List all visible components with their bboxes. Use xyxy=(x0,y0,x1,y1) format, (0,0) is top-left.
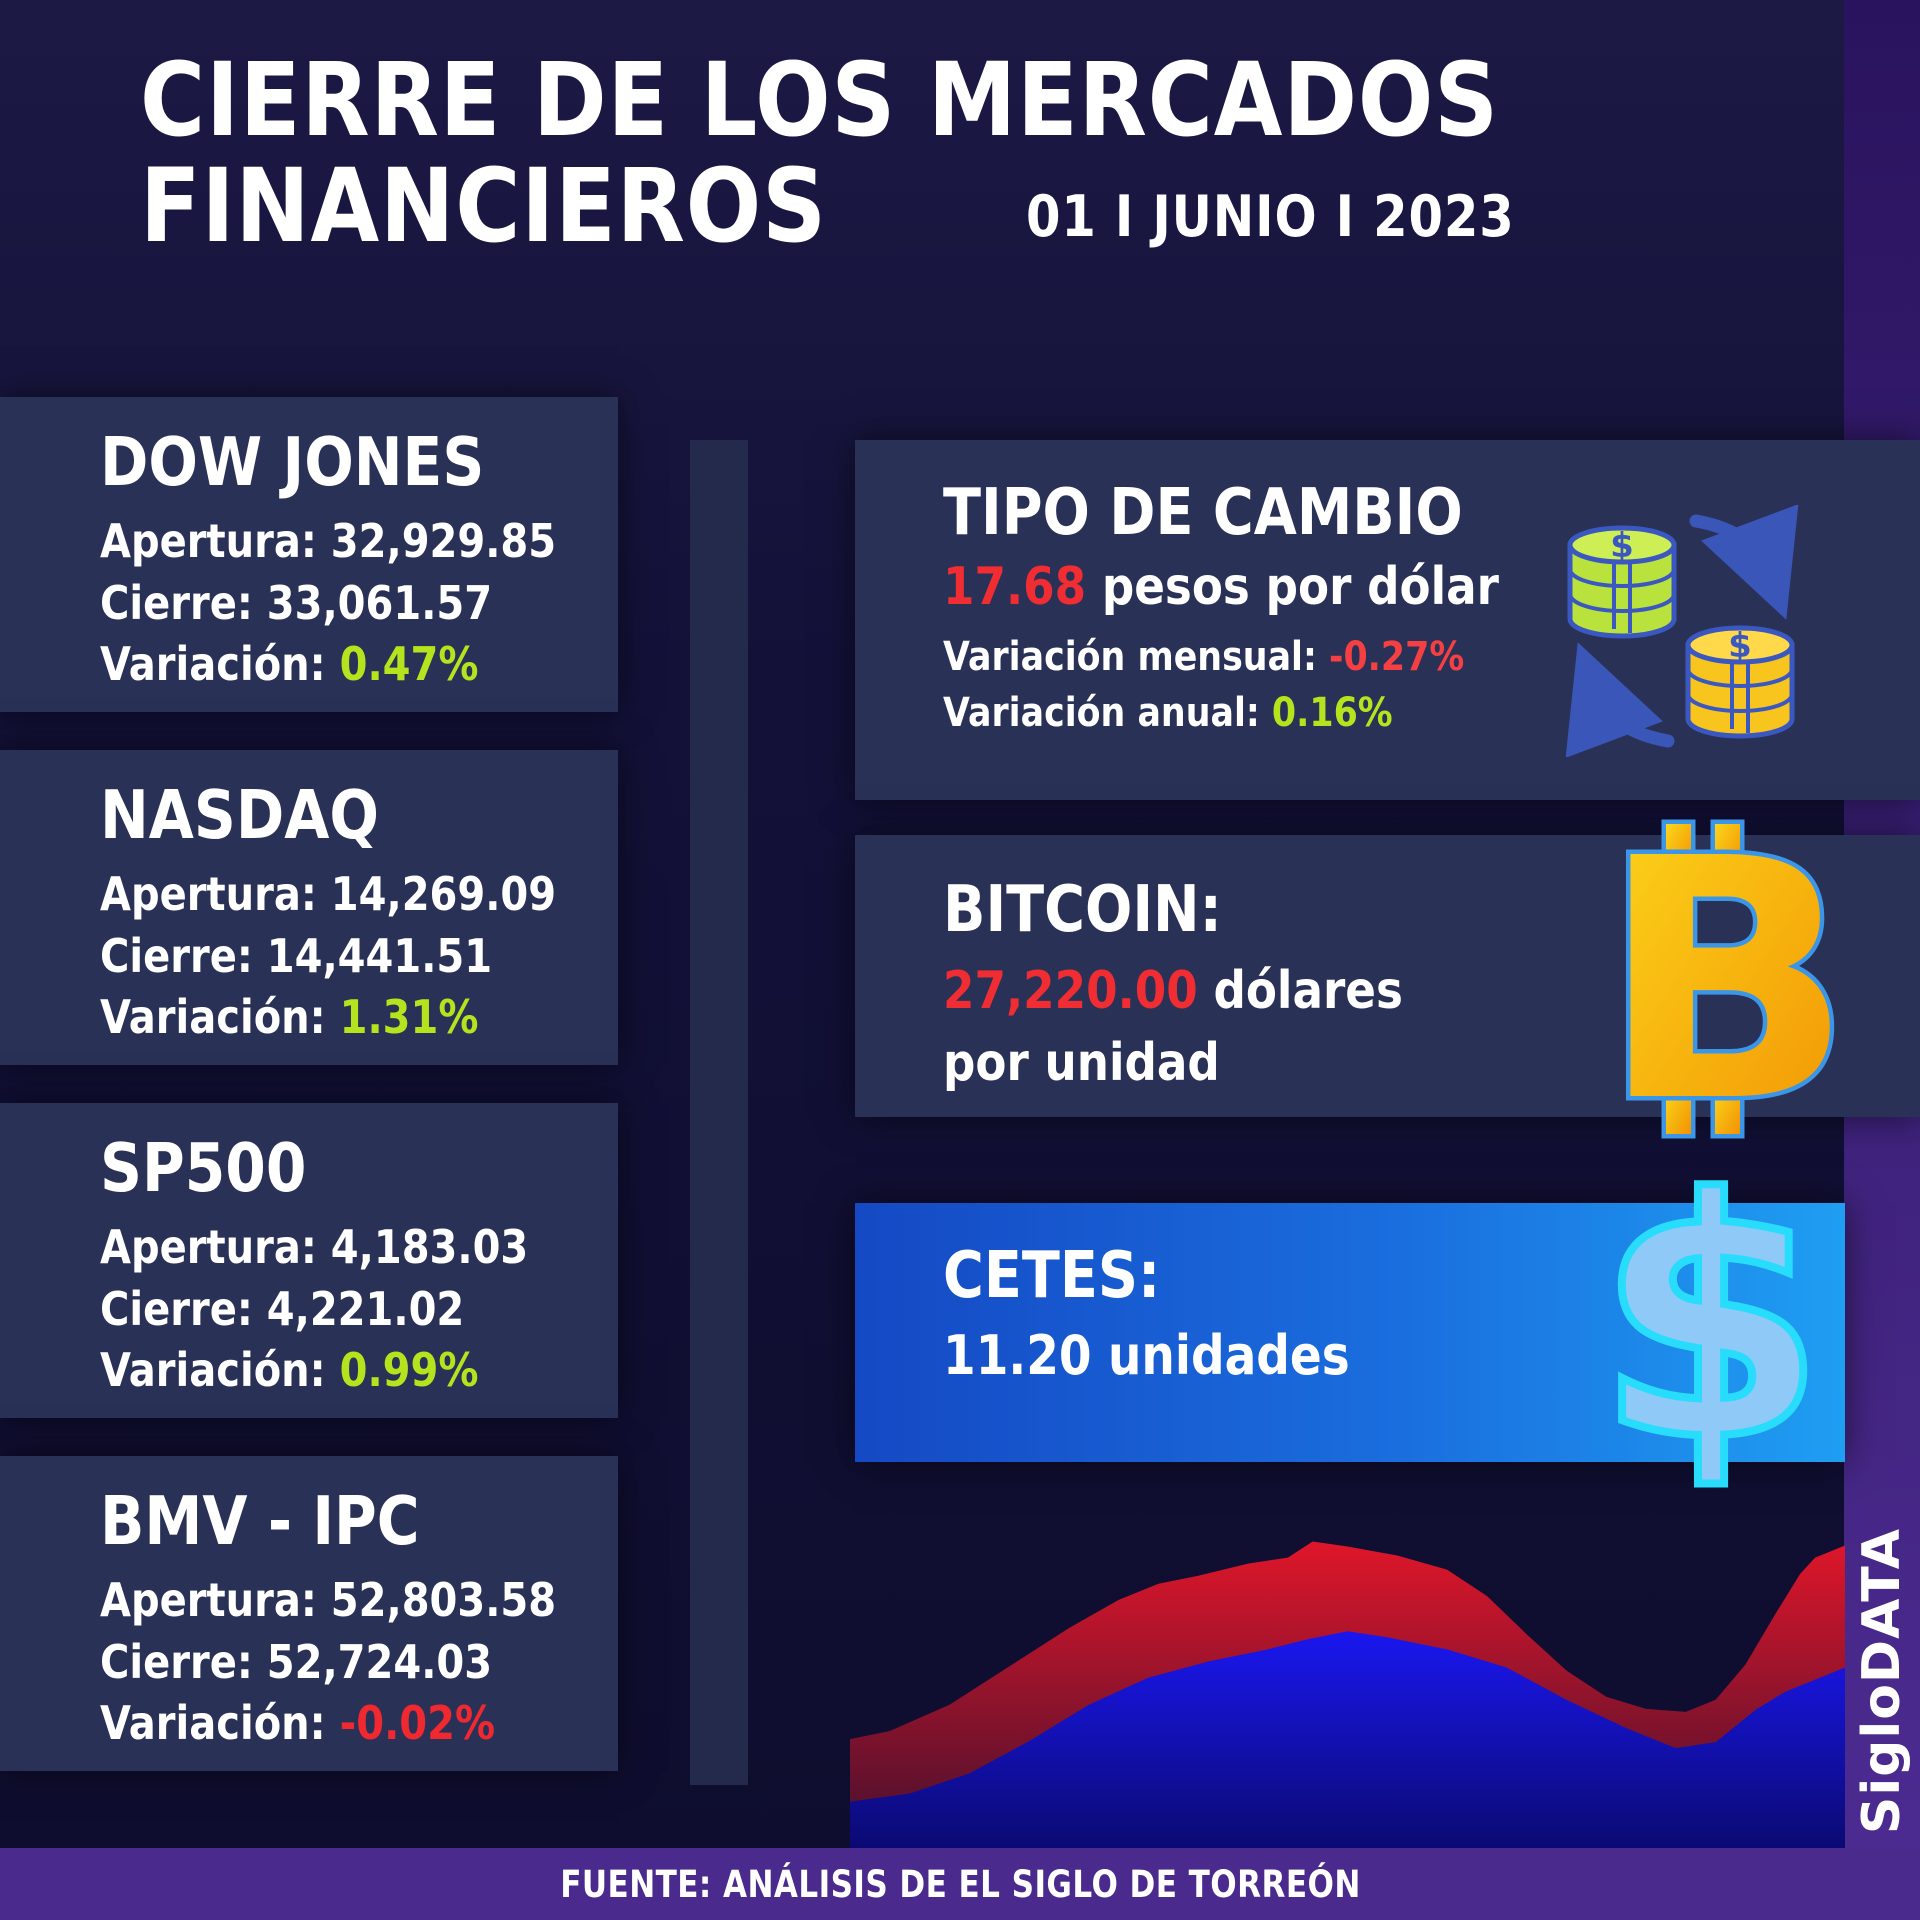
exchange-annual-line: Variación anual: 0.16% xyxy=(943,689,1910,737)
index-variation-label: Variación: xyxy=(100,1342,340,1397)
index-open: Apertura: 52,803.58 xyxy=(100,1570,608,1631)
index-open-text: Apertura: 4,183.03 xyxy=(100,1220,529,1275)
cetes-title: CETES: xyxy=(943,1239,1835,1313)
index-name: NASDAQ xyxy=(100,776,608,854)
index-variation: Variación: 1.31% xyxy=(100,987,608,1048)
cetes-title-text: CETES: xyxy=(943,1239,1161,1313)
card-sp500: SP500 Apertura: 4,183.03 Cierre: 4,221.0… xyxy=(0,1103,618,1418)
index-name-text: BMV - IPC xyxy=(100,1482,420,1560)
index-variation: Variación: -0.02% xyxy=(100,1693,608,1754)
coins-arrows-svg: $ $ xyxy=(1565,504,1799,758)
bitcoin-icon: B xyxy=(1548,785,1858,1180)
exchange-rate-suffix: pesos por dólar xyxy=(1086,557,1499,618)
index-name: BMV - IPC xyxy=(100,1482,608,1560)
index-open-text: Apertura: 32,929.85 xyxy=(100,514,557,569)
source-text-inner: FUENTE: ANÁLISIS DE EL SIGLO DE TORREÓN xyxy=(559,1862,1361,1906)
index-variation-value: -0.02% xyxy=(339,1695,496,1750)
svg-text:$: $ xyxy=(1728,626,1752,666)
index-variation-value: 0.99% xyxy=(339,1342,479,1397)
bitcoin-unit-line: por unidad xyxy=(943,1032,1220,1093)
bitcoin-title-text: BITCOIN: xyxy=(943,873,1222,947)
card-bitcoin: BITCOIN: 27,220.00 dólares por unidad xyxy=(855,835,1920,1117)
card-dow-jones: DOW JONES Apertura: 32,929.85 Cierre: 33… xyxy=(0,397,618,712)
index-variation-value: 0.47% xyxy=(339,636,479,691)
bitcoin-price-suffix: dólares xyxy=(1197,961,1403,1022)
cards-background-band xyxy=(690,440,748,1785)
svg-text:B: B xyxy=(1600,818,1848,1140)
page-title-line1: CIERRE DE LOS MERCADOS xyxy=(140,41,1702,160)
source-text: FUENTE: ANÁLISIS DE EL SIGLO DE TORREÓN xyxy=(484,1863,1437,1906)
index-close: Cierre: 14,441.51 xyxy=(100,926,608,987)
page-title-line1-text: CIERRE DE LOS MERCADOS xyxy=(140,41,1499,160)
index-close-text: Cierre: 52,724.03 xyxy=(100,1634,493,1689)
index-name-text: NASDAQ xyxy=(100,776,379,854)
footer-bar: FUENTE: ANÁLISIS DE EL SIGLO DE TORREÓN xyxy=(0,1848,1920,1920)
index-close: Cierre: 4,221.02 xyxy=(100,1279,608,1340)
report-date: 01 I JUNIO I 2023 xyxy=(1026,184,1588,260)
card-bmv-ipc: BMV - IPC Apertura: 52,803.58 Cierre: 52… xyxy=(0,1456,618,1771)
bitcoin-price-line: 27,220.00 dólares por unidad xyxy=(943,956,1910,1100)
bitcoin-svg: B xyxy=(1596,785,1858,1180)
exchange-monthly-label: Variación mensual: xyxy=(943,634,1330,681)
bitcoin-title: BITCOIN: xyxy=(943,873,1910,947)
exchange-monthly-line: Variación mensual: -0.27% xyxy=(943,633,1910,681)
index-open: Apertura: 32,929.85 xyxy=(100,511,608,572)
gold-coin-stack: $ xyxy=(1685,625,1795,739)
exchange-rate-value: 17.68 xyxy=(943,557,1087,618)
svg-text:$: $ xyxy=(1610,526,1634,566)
index-open-text: Apertura: 52,803.58 xyxy=(100,1573,557,1628)
serie-azul xyxy=(850,1631,1845,1848)
cetes-value-text: 11.20 unidades xyxy=(943,1324,1350,1388)
page-title-line2-text: FINANCIEROS xyxy=(140,147,827,267)
index-close-text: Cierre: 14,441.51 xyxy=(100,928,493,983)
index-close: Cierre: 52,724.03 xyxy=(100,1632,608,1693)
card-cetes: CETES: 11.20 unidades xyxy=(855,1203,1845,1462)
index-open: Apertura: 4,183.03 xyxy=(100,1217,608,1278)
green-coin-stack: $ xyxy=(1567,525,1677,639)
exchange-annual-label: Variación anual: xyxy=(943,690,1272,737)
index-name: SP500 xyxy=(100,1129,608,1207)
exchange-rate-line: 17.68 pesos por dólar xyxy=(943,557,1910,617)
page-title-line2: FINANCIEROS xyxy=(140,147,930,267)
index-close: Cierre: 33,061.57 xyxy=(100,573,608,634)
index-variation: Variación: 0.99% xyxy=(100,1340,608,1401)
market-chart-svg xyxy=(850,1541,1845,1848)
cetes-value-line: 11.20 unidades xyxy=(943,1324,1835,1387)
index-close-text: Cierre: 4,221.02 xyxy=(100,1281,465,1336)
market-trend-chart xyxy=(850,1489,1845,1848)
index-name-text: DOW JONES xyxy=(100,423,485,501)
card-nasdaq: NASDAQ Apertura: 14,269.09 Cierre: 14,44… xyxy=(0,750,618,1065)
currency-exchange-icon: $ $ xyxy=(1548,504,1816,758)
report-date-text: 01 I JUNIO I 2023 xyxy=(1025,184,1515,251)
exchange-annual-value: 0.16% xyxy=(1271,690,1393,737)
index-open: Apertura: 14,269.09 xyxy=(100,864,608,925)
index-variation-label: Variación: xyxy=(100,1695,340,1750)
exchange-title: TIPO DE CAMBIO xyxy=(943,476,1910,550)
index-variation-label: Variación: xyxy=(100,989,340,1044)
exchange-title-text: TIPO DE CAMBIO xyxy=(943,476,1463,550)
brand-siglodata: SigloDATA xyxy=(1852,1527,1912,1834)
index-variation: Variación: 0.47% xyxy=(100,634,608,695)
index-name-text: SP500 xyxy=(100,1129,307,1207)
exchange-monthly-value: -0.27% xyxy=(1329,634,1465,681)
index-variation-label: Variación: xyxy=(100,636,340,691)
index-variation-value: 1.31% xyxy=(339,989,479,1044)
bitcoin-price-value: 27,220.00 xyxy=(943,961,1198,1022)
dollar-icon: $ xyxy=(1592,1129,1830,1513)
card-exchange-rate: TIPO DE CAMBIO 17.68 pesos por dólar Var… xyxy=(855,440,1920,800)
index-name: DOW JONES xyxy=(100,423,608,501)
page-header: CIERRE DE LOS MERCADOS FINANCIEROS 01 I … xyxy=(140,41,1702,267)
index-open-text: Apertura: 14,269.09 xyxy=(100,867,557,922)
index-close-text: Cierre: 33,061.57 xyxy=(100,575,493,630)
